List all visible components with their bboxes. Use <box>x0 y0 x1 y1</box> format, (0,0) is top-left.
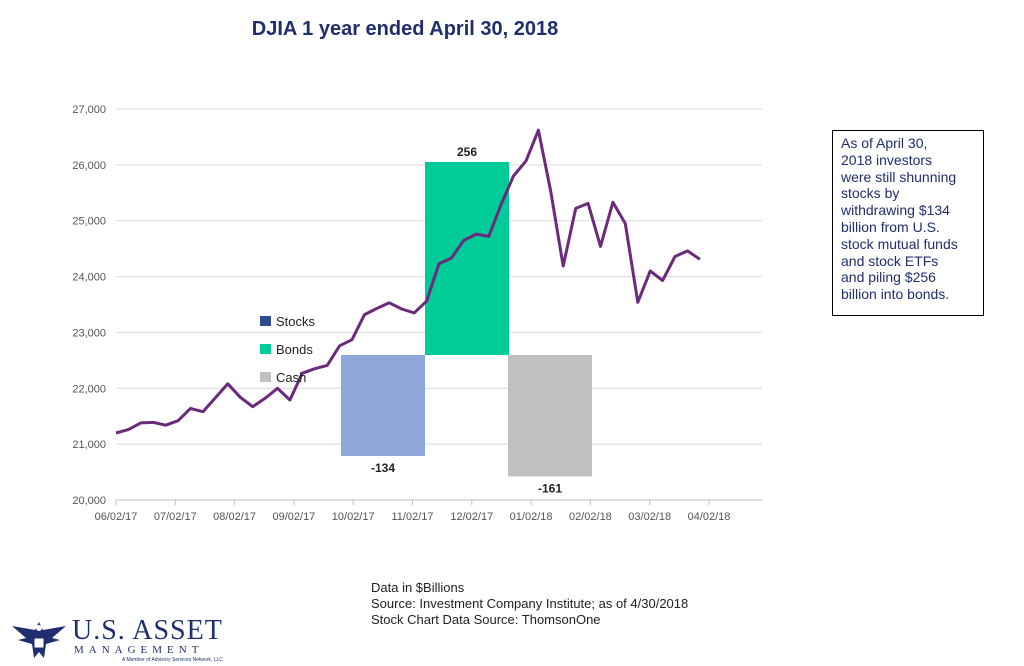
annotation-line: stocks by <box>841 185 900 202</box>
y-tick-label: 25,000 <box>72 216 106 228</box>
y-tick-label: 27,000 <box>72 104 106 116</box>
logo-subtitle: MANAGEMENT <box>74 644 204 656</box>
footer-source: Source: Investment Company Institute; as… <box>371 596 689 611</box>
x-tick-label: 08/02/17 <box>213 511 256 523</box>
annotation-line: billion from U.S. <box>841 218 940 235</box>
legend-label-cash: Cash <box>276 370 306 385</box>
legend-label-stocks: Stocks <box>276 314 316 329</box>
annotation-line: were still shunning <box>841 168 957 185</box>
x-tick-label: 07/02/17 <box>154 511 197 523</box>
djia-line <box>115 128 701 435</box>
footer-units: Data in $Billions <box>371 580 465 595</box>
annotation-line: and stock ETFs <box>841 252 939 269</box>
djia-line-layer <box>115 128 701 435</box>
flow-bar-label: -161 <box>538 481 562 495</box>
annotation-box: As of April 30, 2018 investors were still … <box>832 130 984 316</box>
x-tick-label: 03/02/18 <box>628 511 671 523</box>
legend-label-bonds: Bonds <box>276 342 313 357</box>
x-tick-label: 06/02/17 <box>95 511 138 523</box>
footer-chart-source: Stock Chart Data Source: ThomsonOne <box>371 612 601 627</box>
annotation-line: billion into bonds. <box>841 286 950 303</box>
chart-title: DJIA 1 year ended April 30, 2018 <box>251 18 559 40</box>
y-tick-label: 24,000 <box>72 272 106 284</box>
annotation-line: stock mutual funds <box>841 235 958 252</box>
annotation-line: As of April 30, <box>841 135 928 151</box>
y-tick-label: 21,000 <box>72 439 106 451</box>
flow-bars: -134 256 -161 <box>341 145 592 495</box>
flow-bar-label: 256 <box>457 145 477 159</box>
legend-swatch-bonds <box>260 344 271 354</box>
y-tick-label: 23,000 <box>72 327 106 339</box>
footer-sources: Data in $Billions Source: Investment Com… <box>371 580 688 628</box>
flow-bar-label: -134 <box>371 461 395 475</box>
x-tick-label: 02/02/18 <box>569 511 612 523</box>
logo-name: U.S. ASSET <box>72 615 223 646</box>
legend: Stocks Bonds Cash <box>260 314 316 385</box>
x-tick-label: 12/02/17 <box>450 511 493 523</box>
x-tick-label: 10/02/17 <box>332 511 375 523</box>
legend-swatch-cash <box>260 372 271 382</box>
annotation-line: and piling $256 <box>841 269 936 286</box>
y-tick-label: 20,000 <box>72 495 106 507</box>
legend-swatch-stocks <box>260 316 271 326</box>
y-tick-label: 22,000 <box>72 383 106 395</box>
axes: 20,000 21,000 22,000 23,000 24,000 25,000 26,0… <box>72 104 762 523</box>
x-tick-label: 04/02/18 <box>688 511 731 523</box>
x-tick-label: 09/02/17 <box>272 511 315 523</box>
eagle-logo-icon <box>12 622 66 658</box>
flow-bar-stocks <box>341 355 425 457</box>
flow-bar-bonds <box>425 162 509 355</box>
x-tick-label: 01/02/18 <box>510 511 553 523</box>
flow-bar-cash <box>508 355 592 477</box>
annotation-line: withdrawing $134 <box>841 202 950 219</box>
y-tick-label: 26,000 <box>72 160 106 172</box>
logo-fineprint: A Member of Advisory Services Network, L… <box>122 657 223 663</box>
annotation-line: 2018 investors <box>841 151 933 168</box>
x-tick-label: 11/02/17 <box>391 511 433 523</box>
